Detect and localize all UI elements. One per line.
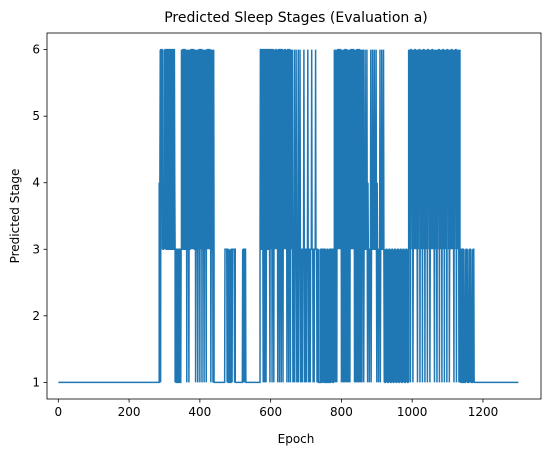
x-tick-label: 1000 [397,405,428,419]
x-axis-label: Epoch [278,432,315,446]
x-tick-label: 1200 [468,405,499,419]
y-tick-label: 2 [32,309,40,323]
y-tick-label: 6 [32,43,40,57]
y-tick-label: 3 [32,242,40,256]
x-tick-label: 800 [330,405,353,419]
plot-area: 0 200 400 600 800 1000 1200 1 2 3 4 5 6 [32,32,542,419]
y-axis-label: Predicted Stage [8,169,22,264]
chart-title: Predicted Sleep Stages (Evaluation a) [164,10,428,26]
x-tick-label: 600 [259,405,282,419]
y-tick-label: 4 [32,176,40,190]
x-tick-label: 400 [188,405,211,419]
y-tick-label: 5 [32,109,40,123]
series-line [58,48,519,384]
y-tick-label: 1 [32,375,40,389]
axes-frame [46,32,542,400]
x-tick-label: 0 [55,405,63,419]
x-tick-label: 200 [118,405,141,419]
